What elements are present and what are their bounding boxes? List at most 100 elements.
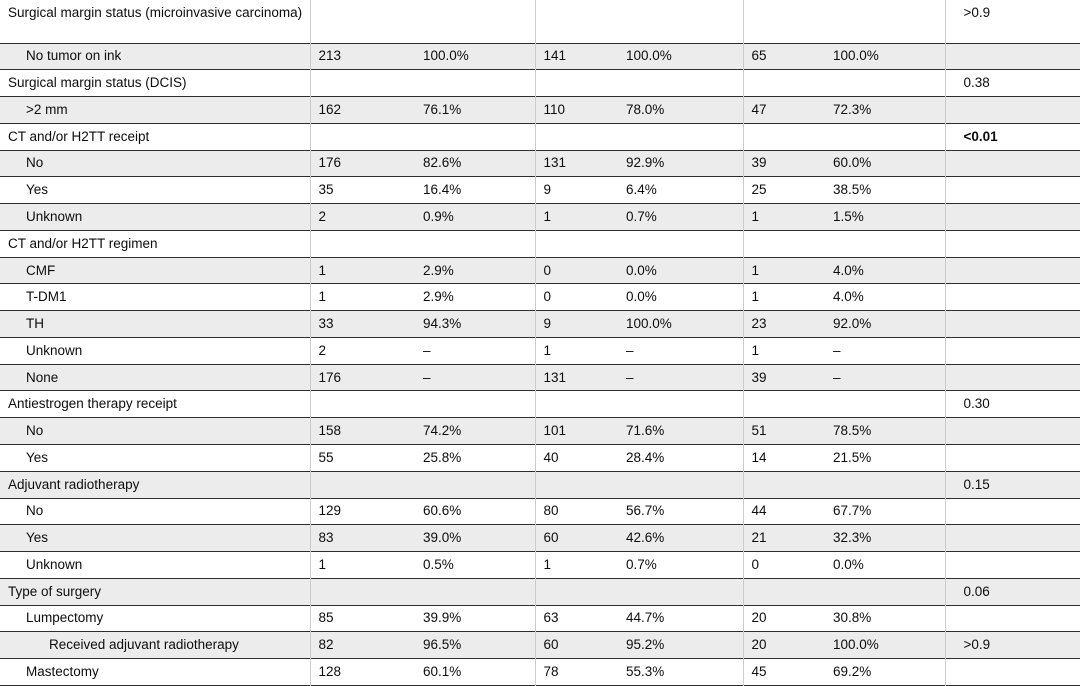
- category-row: CT and/or H2TT regimen: [0, 230, 1080, 258]
- count-cell: 21: [742, 524, 825, 552]
- percent-cell: 100.0%: [833, 637, 879, 653]
- row-label: No tumor on ink: [26, 48, 122, 64]
- count-cell: 60: [534, 631, 618, 659]
- percent-cell: 25.8%: [423, 449, 462, 465]
- count-cell: 162: [309, 96, 415, 124]
- row-label: No: [26, 155, 44, 171]
- count-cell: 131: [534, 150, 618, 177]
- percent-cell: [618, 230, 743, 257]
- percent-cell: 0.7%: [626, 556, 657, 572]
- p-value-cell: [944, 283, 1080, 311]
- count-cell: 129: [309, 498, 415, 525]
- percent-cell: 30.8%: [833, 610, 872, 626]
- row-label: CT and/or H2TT receipt: [8, 128, 150, 144]
- percent-cell: 78.5%: [833, 423, 872, 439]
- row-label: None: [26, 369, 59, 385]
- p-value-cell: [944, 96, 1080, 124]
- percent-cell: 92.0%: [833, 316, 872, 332]
- count-cell: [534, 230, 618, 258]
- percent-cell: 1.5%: [833, 208, 864, 224]
- count-cell: [534, 578, 618, 606]
- category-row: Adjuvant radiotherapy 0.15: [0, 471, 1080, 499]
- percent-cell: 4.0%: [833, 289, 864, 305]
- percent-cell: 2.9%: [423, 262, 454, 278]
- count-cell: 14: [742, 444, 825, 472]
- percent-cell: –: [423, 369, 431, 385]
- count-cell: [309, 230, 415, 258]
- row-label: Unknown: [26, 342, 83, 358]
- percent-cell: 39.0%: [423, 530, 462, 546]
- p-value-cell: 0.06: [944, 578, 1080, 606]
- percent-cell: [825, 471, 945, 498]
- percent-cell: 32.3%: [833, 530, 872, 546]
- count-cell: 55: [309, 444, 415, 472]
- percent-cell: [415, 230, 535, 257]
- percent-cell: [825, 123, 945, 150]
- percent-cell: [618, 391, 743, 418]
- percent-cell: 71.6%: [626, 423, 665, 439]
- data-row: Yes 55 25.8% 40 28.4% 14 21.5%: [0, 444, 1080, 472]
- count-cell: [742, 471, 825, 499]
- row-label: CMF: [26, 262, 56, 278]
- row-label: T-DM1: [26, 289, 67, 305]
- p-value-cell: [944, 417, 1080, 445]
- percent-cell: 28.4%: [626, 449, 665, 465]
- count-cell: 39: [742, 150, 825, 177]
- row-label: Type of surgery: [8, 583, 102, 599]
- percent-cell: 94.3%: [423, 316, 462, 332]
- data-row: No tumor on ink 213 100.0% 141 100.0% 65 100.0…: [0, 43, 1080, 70]
- percent-cell: [825, 578, 945, 605]
- percent-cell: 4.0%: [833, 262, 864, 278]
- count-cell: 23: [742, 310, 825, 338]
- count-cell: 2: [309, 203, 415, 231]
- percent-cell: –: [833, 369, 841, 385]
- percent-cell: [618, 0, 743, 43]
- row-label: No: [26, 503, 44, 519]
- count-cell: 176: [309, 150, 415, 177]
- count-cell: 85: [309, 605, 415, 632]
- count-cell: [309, 390, 415, 418]
- count-cell: 128: [309, 658, 415, 686]
- data-row: TH 33 94.3% 9 100.0% 23 92.0%: [0, 310, 1080, 338]
- count-cell: [534, 471, 618, 499]
- percent-cell: 100.0%: [833, 48, 879, 64]
- percent-cell: 100.0%: [423, 48, 469, 64]
- count-cell: 213: [309, 43, 415, 70]
- count-cell: [534, 123, 618, 151]
- p-value-cell: [944, 605, 1080, 632]
- count-cell: [742, 0, 825, 43]
- count-cell: [534, 0, 618, 43]
- count-cell: [309, 578, 415, 606]
- count-cell: 2: [309, 337, 415, 365]
- p-value-cell: [944, 203, 1080, 231]
- p-value-cell: >0.9: [944, 0, 1080, 43]
- percent-cell: 16.4%: [423, 182, 462, 198]
- count-cell: 1: [309, 257, 415, 284]
- percent-cell: [415, 391, 535, 418]
- count-cell: 1: [534, 551, 618, 579]
- percent-cell: [618, 70, 743, 97]
- count-cell: 9: [534, 176, 618, 204]
- row-label: Unknown: [26, 208, 83, 224]
- percent-cell: 0.0%: [626, 289, 657, 305]
- percent-cell: [415, 578, 535, 605]
- percent-cell: [618, 471, 743, 498]
- category-row: CT and/or H2TT receipt <0.01: [0, 123, 1080, 151]
- count-cell: 0: [742, 551, 825, 579]
- p-value-cell: [944, 524, 1080, 552]
- count-cell: [742, 230, 825, 258]
- p-value-cell: >0.9: [944, 631, 1080, 659]
- data-row: Mastectomy 128 60.1% 78 55.3% 45 69.2%: [0, 658, 1080, 686]
- count-cell: 158: [309, 417, 415, 445]
- data-row: T-DM1 1 2.9% 0 0.0% 1 4.0%: [0, 283, 1080, 311]
- p-value-cell: [944, 551, 1080, 579]
- count-cell: 45: [742, 658, 825, 686]
- percent-cell: 0.5%: [423, 556, 454, 572]
- percent-cell: 38.5%: [833, 182, 872, 198]
- percent-cell: [415, 123, 535, 150]
- data-row: Lumpectomy 85 39.9% 63 44.7% 20 30.8%: [0, 605, 1080, 632]
- percent-cell: 69.2%: [833, 664, 872, 680]
